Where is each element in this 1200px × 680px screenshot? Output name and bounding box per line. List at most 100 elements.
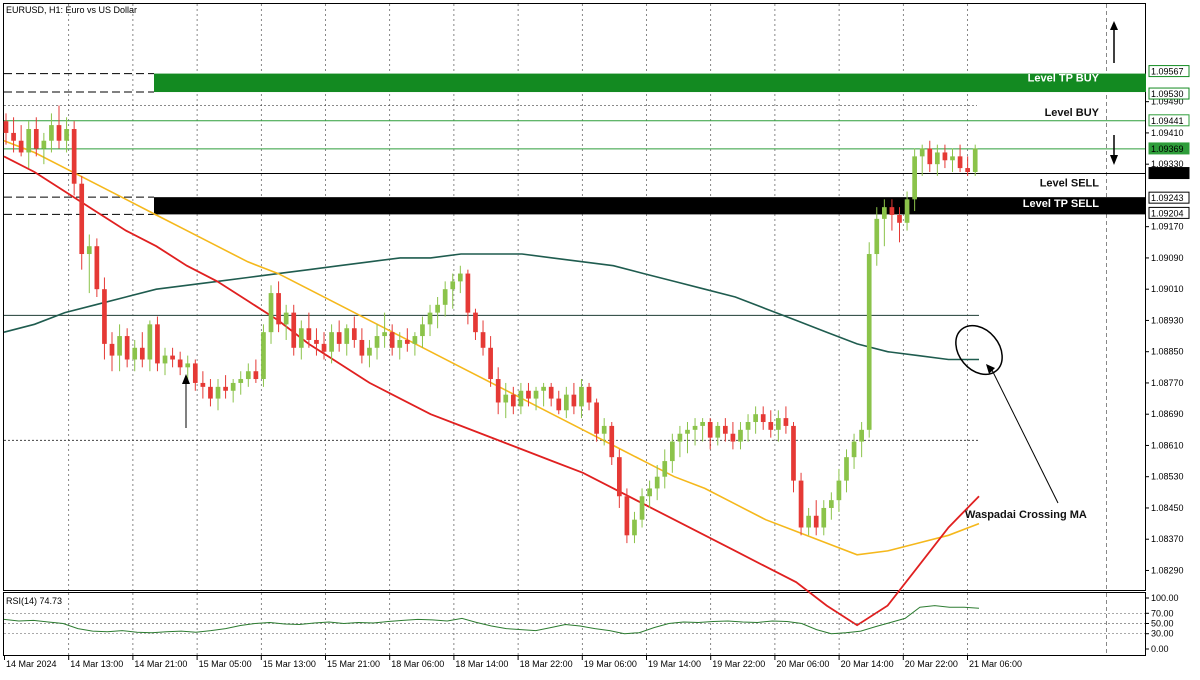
candle-body — [132, 347, 138, 360]
price-tick-label: 1.08610 — [1151, 440, 1184, 450]
candle-body — [526, 390, 531, 399]
candle-body — [844, 457, 849, 481]
candle-body — [374, 336, 380, 348]
level-price-label: 1.09204 — [1151, 208, 1184, 218]
rsi-plot-frame — [3, 592, 1146, 656]
candle-body — [397, 339, 403, 348]
candle-body — [495, 379, 501, 403]
candle-body — [238, 379, 244, 383]
rsi-tick-label: 100.00 — [1151, 593, 1179, 603]
candle-body — [510, 394, 516, 407]
level-price-label: 1.09369 — [1151, 144, 1184, 154]
candle-body — [124, 336, 130, 360]
time-tick-label: 19 Mar 22:00 — [712, 659, 765, 669]
candle-body — [155, 324, 160, 364]
candle-body — [957, 156, 963, 169]
candle-body — [435, 304, 440, 313]
annotations — [182, 324, 1059, 504]
level-price-box — [1148, 87, 1190, 100]
candle-body — [859, 429, 864, 442]
candle-body — [117, 336, 122, 356]
candle-body — [102, 289, 107, 344]
candle-body — [177, 359, 183, 368]
candle-body — [798, 480, 804, 528]
rsi-line — [3, 605, 980, 635]
candle-body — [109, 343, 115, 356]
price-tick-label: 1.08450 — [1151, 503, 1184, 513]
candle-body — [874, 218, 880, 255]
level-price-label: 1.09530 — [1151, 89, 1184, 99]
candle-body — [3, 121, 9, 133]
candle-body — [677, 433, 683, 442]
candle-body — [518, 390, 524, 407]
level-tp-buy-label: Level TP BUY — [1028, 73, 1100, 85]
candle-body — [351, 328, 357, 340]
candle-body — [306, 328, 312, 340]
candle-body — [382, 332, 387, 337]
level-price-label: 1.09441 — [1151, 116, 1184, 126]
candle-body — [601, 425, 607, 434]
candle-body — [336, 332, 342, 344]
price-tick-label: 1.08530 — [1151, 472, 1184, 482]
candle-body — [314, 339, 319, 344]
candle-body — [367, 347, 372, 356]
candle-body — [692, 425, 698, 430]
candle-body — [56, 125, 62, 141]
candle-body — [344, 328, 350, 344]
candle-body — [79, 183, 85, 255]
rsi-tick-label: 70.00 — [1151, 608, 1174, 618]
candle-body — [897, 214, 902, 223]
candle-body — [548, 386, 554, 399]
candle-body — [533, 390, 539, 399]
candle-body — [359, 339, 365, 356]
level-price-box — [1148, 206, 1190, 219]
candle-body — [866, 254, 872, 430]
candle-body — [700, 422, 705, 426]
candle-body — [669, 441, 675, 462]
candle-body — [775, 418, 781, 430]
candle-body — [609, 425, 615, 458]
candle-body — [942, 152, 948, 161]
candle-body — [768, 422, 774, 430]
candle-body — [662, 461, 668, 477]
crossing-circle — [955, 324, 1003, 376]
candle-body — [480, 332, 486, 348]
candle-body — [230, 382, 236, 391]
candle-body — [722, 425, 728, 434]
candle-body — [783, 418, 789, 426]
time-tick-label: 18 Mar 22:00 — [520, 659, 573, 669]
candle-body — [283, 312, 289, 325]
candle-body — [276, 293, 281, 325]
candle-body — [760, 414, 766, 423]
low-marker-arrowhead — [182, 374, 190, 384]
candle-body — [753, 414, 758, 423]
grid — [4, 4, 1107, 655]
candle-body — [715, 425, 721, 438]
candle-body — [192, 363, 198, 383]
candle-body — [162, 355, 168, 364]
candle-body — [594, 402, 599, 434]
price-axis: 1.09490 1.09410 1.09330 1.09170 1.09090 1.090… — [1145, 65, 1190, 575]
level-price-label: 1.09567 — [1151, 67, 1184, 77]
time-tick-label: 20 Mar 14:00 — [841, 659, 894, 669]
rsi-tick-label: 30.00 — [1151, 629, 1174, 639]
candle-body — [821, 507, 827, 528]
candle-body — [541, 386, 546, 391]
candle-body — [94, 246, 100, 290]
candles — [3, 105, 978, 544]
candle-body — [41, 140, 47, 149]
candle-body — [420, 324, 425, 337]
candle-body — [291, 312, 297, 348]
candle-body — [950, 156, 955, 161]
price-tick-label: 1.09010 — [1151, 284, 1184, 294]
price-tick-label: 1.08850 — [1151, 347, 1184, 357]
level-price-box — [1148, 65, 1190, 78]
candle-body — [624, 496, 630, 536]
candle-body — [208, 386, 213, 399]
levels: Level TP BUY Level BUY Level SELL Level TP … — [4, 21, 1146, 215]
time-tick-label: 15 Mar 05:00 — [199, 659, 252, 669]
candle-body — [412, 336, 418, 344]
